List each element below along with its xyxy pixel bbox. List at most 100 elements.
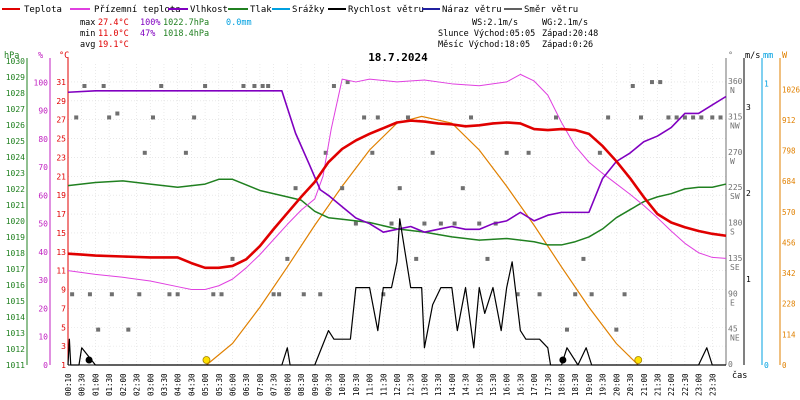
wind-direction-point: [460, 186, 465, 191]
stat-max-hum: 100%: [140, 18, 160, 28]
tick-label-wind: 3: [746, 103, 751, 112]
x-tick-label: 21:30: [653, 373, 662, 396]
wind-direction-point: [452, 221, 457, 226]
stat-avg-temp: 19.1°C: [98, 40, 129, 50]
wind-direction-point: [597, 150, 602, 155]
wind-direction-point: [260, 84, 265, 89]
legend-label-rychlost-vetru: Rychlost větru: [348, 5, 424, 15]
wind-direction-point: [266, 84, 271, 89]
legend-label-teplota: Teplota: [24, 5, 62, 15]
wind-direction-point: [430, 150, 435, 155]
chart-date: 18.7.2024: [368, 51, 428, 64]
radiation-line: [206, 115, 639, 366]
stat-max-press: 1022.7hPa: [163, 18, 209, 28]
legend-label-smer-vetru: Směr větru: [524, 5, 578, 15]
x-tick-label: 13:00: [420, 373, 429, 396]
legend-label-naraz-vetru: Náraz větru: [442, 5, 502, 15]
stat-min-label: min: [80, 29, 95, 39]
tick-label-pressure: 1024: [6, 153, 25, 162]
tick-label-temperature: 1: [61, 361, 66, 370]
tick-label-direction: 225: [728, 183, 743, 192]
x-tick-label: 23:30: [708, 373, 717, 396]
series-line-tlak: [67, 178, 727, 246]
x-tick-label: 15:30: [489, 373, 498, 396]
wind-direction-point: [622, 292, 627, 297]
wind-direction-point: [682, 115, 687, 120]
wind-direction-point: [504, 150, 509, 155]
tick-label-direction-compass: SE: [730, 263, 740, 272]
wind-direction-point: [649, 80, 654, 85]
wind-direction-point: [414, 256, 419, 261]
wind-direction-point: [74, 115, 79, 120]
tick-label-temperature: 25: [56, 135, 66, 144]
x-tick-label: 19:00: [585, 373, 594, 396]
tick-label-humidity: 10: [38, 333, 48, 342]
unit-degc: °C: [59, 51, 69, 61]
tick-label-humidity: 20: [38, 304, 48, 313]
wind-direction-point: [96, 327, 101, 332]
stat-min-press: 1018.4hPa: [163, 29, 209, 39]
unit-mm: mm: [763, 51, 773, 61]
tick-label-humidity: 70: [38, 163, 48, 172]
tick-label-temperature: 27: [56, 116, 66, 125]
tick-label-direction-compass: W: [730, 157, 735, 166]
wind-direction-point: [126, 327, 131, 332]
x-tick-label: 06:30: [242, 373, 251, 396]
tick-label-direction-compass: NE: [730, 334, 740, 343]
tick-label-pressure: 1022: [6, 185, 25, 194]
tick-label-pressure: 1017: [6, 265, 25, 274]
tick-label-radiation: 1026: [782, 85, 800, 94]
legend-label-vlhkost: Vlhkost: [190, 5, 228, 15]
series-line-rychlost-v-tru: [67, 218, 726, 366]
axis-units: hPa % °C ° m/s mm W čas: [4, 51, 788, 381]
tick-label-direction: 180: [728, 219, 743, 228]
wind-direction-point: [82, 84, 87, 89]
tick-label-wind: 1: [746, 275, 751, 284]
legend: Teplota Přízemní teplota Vlhkost Tlak Sr…: [2, 5, 578, 15]
wind-direction-point: [370, 150, 375, 155]
tick-label-humidity: 30: [38, 276, 48, 285]
tick-label-radiation: 0: [782, 361, 787, 370]
info-sun-set: Západ:20:48: [542, 29, 598, 39]
x-tick-label: 18:00: [558, 373, 567, 396]
plot-area: [67, 73, 727, 366]
tick-label-pressure: 1027: [6, 105, 25, 114]
wind-direction-point: [381, 292, 386, 297]
tick-label-humidity: 90: [38, 107, 48, 116]
wind-direction-point: [389, 221, 394, 226]
wind-direction-point: [323, 150, 328, 155]
info-ws: WS:2.1m/s: [472, 18, 518, 28]
tick-label-temperature: 5: [61, 323, 66, 332]
info-wg: WG:2.1m/s: [542, 18, 588, 28]
night-dot: [85, 356, 93, 364]
tick-label-pressure: 1025: [6, 137, 25, 146]
wind-direction-point: [211, 292, 216, 297]
x-tick-label: 00:30: [78, 373, 87, 396]
wind-direction-point: [142, 150, 147, 155]
stat-max-label: max: [80, 18, 95, 28]
tick-label-pressure: 1014: [6, 313, 25, 322]
wind-direction-point: [331, 84, 336, 89]
tick-label-temperature: 7: [61, 304, 66, 313]
info-moon-rise: Měsíc Východ:18:05: [438, 40, 530, 50]
wind-direction-point: [438, 221, 443, 226]
tick-label-pressure: 1015: [6, 297, 25, 306]
tick-label-temperature: 29: [56, 97, 66, 106]
tick-label-direction: 315: [728, 112, 743, 121]
x-tick-label: 12:00: [393, 373, 402, 396]
tick-label-temperature: 19: [56, 191, 66, 200]
tick-label-pressure: 1023: [6, 169, 25, 178]
wind-direction-point: [554, 115, 559, 120]
x-tick-label: 03:30: [160, 373, 169, 396]
x-tick-label: 16:30: [516, 373, 525, 396]
x-tick-label: 11:00: [366, 373, 375, 396]
wind-direction-point: [485, 256, 490, 261]
wind-direction-point: [405, 115, 410, 120]
wind-direction-point: [630, 84, 635, 89]
x-tick-label: 00:10: [64, 373, 73, 396]
tick-label-humidity: 0: [43, 361, 48, 370]
tick-label-pressure: 1029: [6, 73, 25, 82]
wind-direction-point: [537, 292, 542, 297]
legend-label-srazky: Srážky: [292, 5, 325, 15]
wind-direction-point: [107, 115, 112, 120]
